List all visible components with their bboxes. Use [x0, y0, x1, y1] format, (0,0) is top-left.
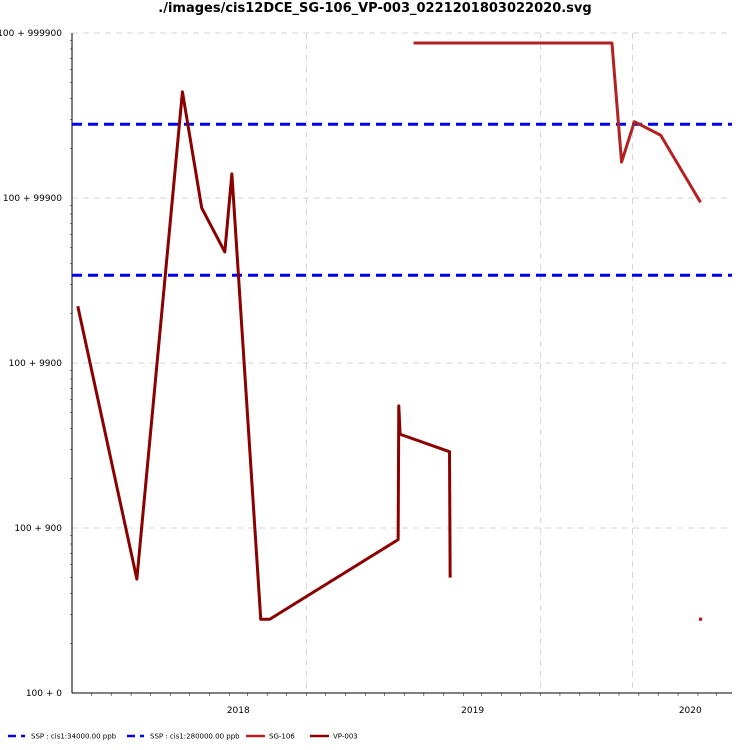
series-line-vp-003: [76, 90, 452, 621]
y-tick-label: 100 + 9900: [9, 359, 63, 369]
grid: [72, 32, 732, 693]
legend: SSP : cis1:34000.00 ppb SSP : cis1:280000…: [8, 733, 358, 741]
series-group: [72, 41, 732, 622]
x-tick-label: 2018: [227, 706, 250, 716]
axes: 100 + 0 100 + 900 100 + 9900 100 + 99900 100…: [0, 29, 732, 716]
y-tick-label: 100 + 999900: [0, 29, 62, 39]
y-tick-label: 100 + 99900: [3, 194, 62, 204]
data-point: [698, 617, 703, 622]
x-tick-label: 2020: [679, 706, 702, 716]
x-tick-label: 2019: [461, 706, 484, 716]
y-tick-label: 100 + 0: [26, 689, 62, 699]
series-line-sg-106: [413, 41, 702, 204]
y-tick-label: 100 + 900: [14, 524, 62, 534]
legend-label: SG-106: [269, 733, 295, 741]
chart-title: ./images/cis12DCE_SG-106_VP-003_02212018…: [158, 1, 592, 16]
legend-label: SSP : cis1:280000.00 ppb: [150, 733, 240, 741]
legend-label: VP-003: [333, 733, 358, 741]
legend-label: SSP : cis1:34000.00 ppb: [31, 733, 117, 741]
